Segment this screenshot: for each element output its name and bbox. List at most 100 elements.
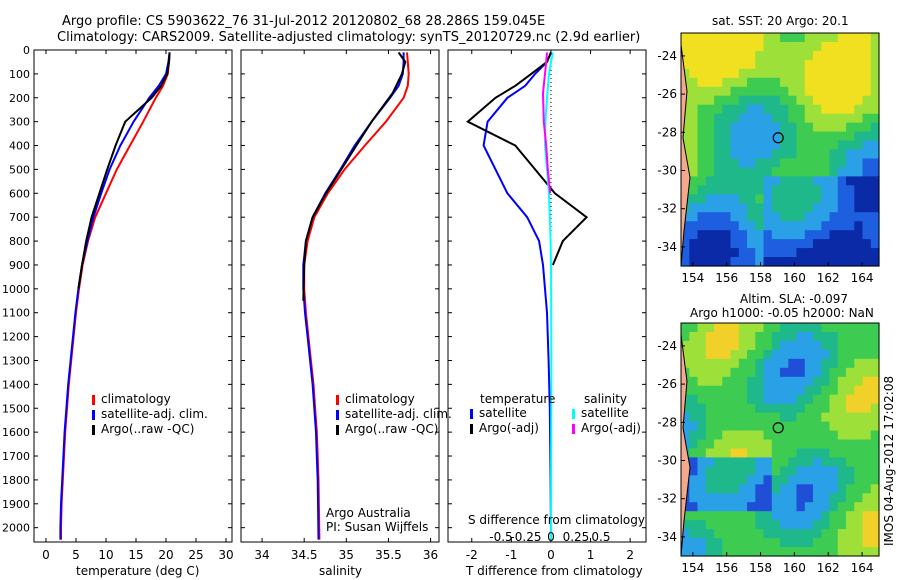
map-cell — [804, 59, 814, 70]
map-cell — [780, 502, 789, 512]
map-cell — [788, 376, 798, 387]
map-cell — [870, 59, 880, 70]
map-cell — [714, 421, 723, 432]
map-cell — [763, 42, 773, 52]
map-cell — [796, 104, 806, 115]
map-cell — [714, 358, 723, 369]
map-cell — [846, 358, 855, 369]
map-cell — [705, 529, 715, 539]
sst-map-title: sat. SST: 20 Argo: 20.1 — [712, 14, 849, 28]
map-cell — [846, 239, 855, 249]
map-cell — [829, 484, 839, 494]
map-cell — [697, 349, 707, 360]
map-cell — [821, 376, 831, 387]
map-cell — [714, 394, 723, 405]
map-cell — [738, 167, 748, 177]
map-cell — [813, 212, 822, 222]
map-cell — [705, 86, 715, 97]
map-cell — [804, 340, 814, 351]
map-cell — [755, 33, 765, 43]
map-cell — [870, 439, 880, 450]
map-cell — [829, 349, 839, 360]
map-cell — [747, 131, 756, 142]
map-cell — [697, 547, 707, 557]
map-cell — [796, 68, 806, 79]
map-cell — [738, 484, 748, 494]
map-cell — [722, 358, 732, 369]
x-tick-label: 10 — [98, 548, 113, 562]
map-cell — [854, 493, 864, 503]
map-cell — [697, 131, 707, 142]
map-cell — [697, 403, 707, 414]
salinity-diff-tick-label: -0.5 — [489, 530, 512, 544]
map-cell — [829, 59, 839, 70]
map-cell — [821, 421, 831, 432]
map-cell — [730, 529, 740, 539]
map-cell — [738, 42, 748, 52]
map-cell — [796, 50, 806, 61]
map-cell — [788, 439, 798, 450]
map-cell — [788, 403, 798, 414]
map-cell — [722, 466, 732, 476]
map-cell — [763, 484, 773, 494]
map-cell — [821, 239, 831, 249]
map-cell — [821, 538, 831, 548]
map-cell — [697, 448, 707, 459]
map-cell — [747, 538, 756, 548]
map-cell — [837, 149, 847, 160]
lat-tick-label: -30 — [657, 164, 677, 178]
map-cell — [821, 33, 831, 43]
map-cell — [854, 167, 864, 177]
map-cell — [747, 203, 756, 213]
map-cell — [796, 203, 806, 213]
map-cell — [763, 230, 773, 240]
legend-temp-argo: Argo(-adj) — [470, 421, 539, 435]
map-cell — [854, 538, 864, 548]
map-cell — [796, 257, 806, 267]
map-cell — [870, 203, 880, 213]
map-cell — [870, 349, 880, 360]
map-cell — [763, 149, 773, 160]
map-cell — [747, 466, 756, 476]
depth-tick-label: 900 — [9, 259, 30, 272]
map-cell — [763, 167, 773, 177]
map-cell — [755, 203, 765, 213]
map-cell — [705, 59, 715, 70]
map-cell — [738, 230, 748, 240]
map-cell — [813, 332, 822, 342]
map-cell — [846, 457, 855, 467]
map-cell — [804, 376, 814, 387]
map-cell — [837, 448, 847, 459]
map-cell — [821, 520, 831, 530]
map-cell — [722, 403, 732, 414]
map-cell — [763, 113, 773, 124]
map-cell — [862, 475, 872, 485]
map-cell — [821, 248, 831, 258]
map-cell — [780, 457, 789, 467]
map-cell — [788, 457, 798, 467]
map-cell — [722, 394, 732, 405]
map-cell — [870, 538, 880, 548]
map-cell — [796, 457, 806, 467]
map-cell — [730, 340, 740, 351]
map-cell — [788, 349, 798, 360]
map-cell — [796, 122, 806, 133]
map-cell — [780, 113, 789, 124]
map-cell — [821, 403, 831, 414]
map-cell — [689, 430, 699, 441]
map-cell — [829, 466, 839, 476]
x-tick-label: 25 — [188, 548, 203, 562]
map-cell — [780, 158, 789, 169]
map-cell — [722, 257, 732, 267]
map-cell — [821, 42, 831, 52]
map-cell — [813, 176, 822, 186]
map-cell — [763, 176, 773, 186]
map-cell — [788, 221, 798, 231]
map-cell — [730, 430, 740, 441]
map-cell — [796, 113, 806, 124]
map-cell — [747, 50, 756, 61]
map-cell — [788, 529, 798, 539]
map-cell — [862, 50, 872, 61]
map-cell — [738, 394, 748, 405]
map-cell — [780, 50, 789, 61]
